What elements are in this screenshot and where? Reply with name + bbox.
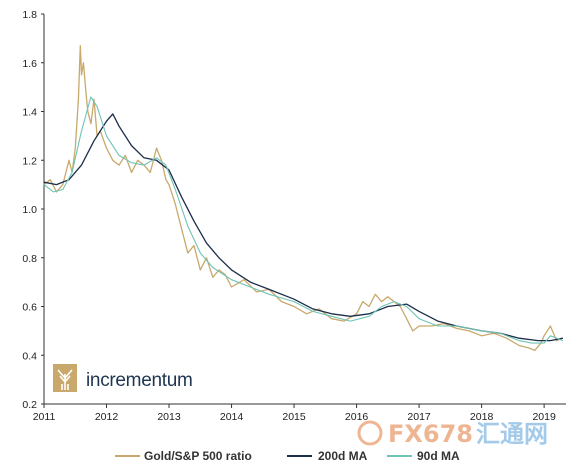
legend-label-200d: 200d MA: [318, 449, 368, 463]
legend-label-ratio: Gold/S&P 500 ratio: [144, 449, 252, 463]
y-tick-label: 1.0: [22, 204, 37, 216]
watermark-text: FX678: [388, 420, 473, 448]
series-line-gold-sp500-ratio: [43, 45, 564, 352]
watermark-cn-text: 汇通网: [476, 420, 548, 448]
x-tick-label: 2015: [282, 411, 306, 423]
y-tick-label: 0.6: [22, 302, 37, 314]
x-tick-label: 2016: [345, 411, 369, 423]
series-line-90d-ma: [43, 96, 564, 344]
chart-axes: [43, 14, 566, 405]
brand-name: incrementum: [86, 370, 193, 391]
y-tick-label: 1.8: [22, 9, 37, 21]
y-tick-label: 0.4: [22, 350, 37, 362]
x-tick-label: 2011: [33, 411, 56, 423]
x-tick-label: 2018: [470, 411, 494, 423]
x-tick-label: 2014: [220, 411, 244, 423]
chart-ticks: 0.2 0.4 0.6 0.8 1.0 1.2 1.4 1.6 1.8 2011 2012 2013 2…: [22, 9, 556, 423]
chart-legend: Gold/S&P 500 ratio 200d MA 90d MA: [115, 449, 460, 463]
y-tick-label: 0.2: [22, 399, 37, 411]
x-tick-label: 2019: [532, 411, 556, 423]
watermark-logo-icon: [357, 420, 383, 446]
legend-label-90d: 90d MA: [417, 449, 460, 463]
y-tick-label: 1.4: [22, 107, 37, 119]
x-tick-label: 2012: [95, 411, 119, 423]
x-tick-label: 2013: [157, 411, 181, 423]
y-tick-label: 0.8: [22, 253, 37, 265]
incrementum-logo: incrementum: [53, 364, 193, 392]
x-tick-label: 2017: [407, 411, 431, 423]
y-tick-label: 1.2: [22, 155, 37, 167]
chart-series: [43, 45, 564, 352]
y-tick-label: 1.6: [22, 58, 37, 70]
fx678-watermark: FX678 汇通网: [357, 420, 548, 448]
